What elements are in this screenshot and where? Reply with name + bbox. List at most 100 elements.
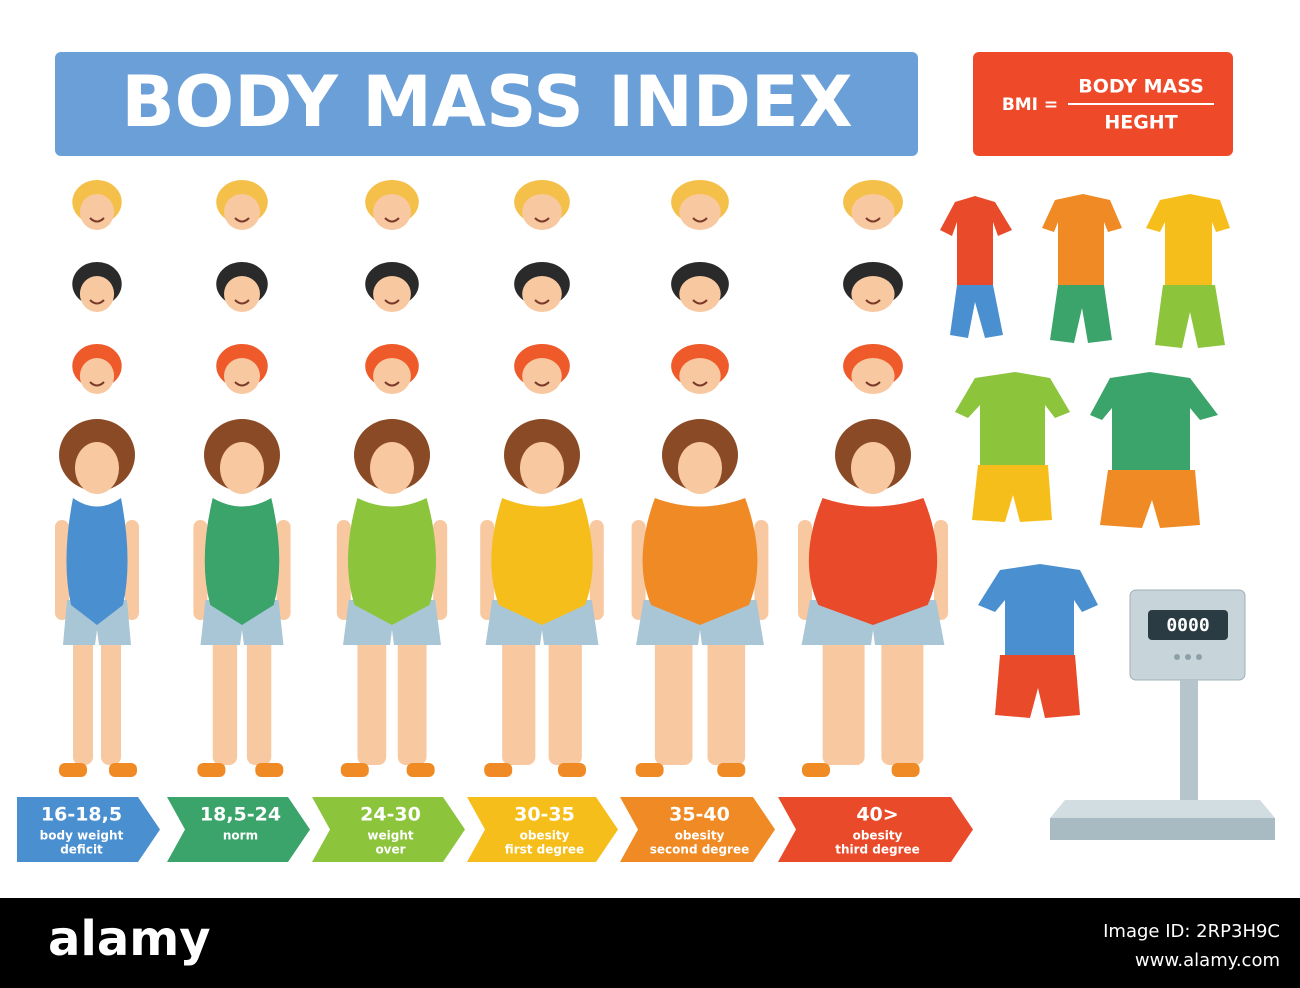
head-face bbox=[851, 276, 895, 312]
arm-right bbox=[934, 520, 948, 620]
clothes bbox=[940, 194, 1230, 718]
title-box bbox=[55, 52, 918, 156]
head-smile bbox=[89, 381, 105, 387]
head-smile bbox=[384, 299, 400, 305]
arm-right bbox=[276, 520, 291, 620]
leg-right bbox=[101, 620, 121, 765]
head-smile bbox=[534, 381, 550, 387]
formula-numerator: BODY MASS bbox=[1078, 76, 1204, 98]
arrow-label: body weight bbox=[40, 829, 124, 843]
arrow bbox=[312, 797, 465, 862]
arrow-label: over bbox=[375, 843, 405, 857]
formula-denominator: HEGHT bbox=[1104, 112, 1177, 134]
head-smile bbox=[384, 381, 400, 387]
head-smile bbox=[865, 217, 881, 223]
arm-left bbox=[798, 520, 812, 620]
leg-left bbox=[73, 620, 93, 765]
arrow-range: 40> bbox=[856, 804, 898, 826]
body-face bbox=[678, 442, 722, 494]
arrow-range: 16-18,5 bbox=[41, 804, 122, 826]
arrow bbox=[467, 797, 618, 862]
body-face bbox=[75, 442, 119, 494]
arrow-label: obesity bbox=[675, 829, 725, 843]
shoe-right bbox=[255, 763, 284, 777]
head-smile bbox=[865, 299, 881, 305]
leg-right bbox=[881, 620, 924, 765]
arm-left bbox=[193, 520, 208, 620]
head-smile bbox=[692, 381, 708, 387]
leotard bbox=[348, 498, 436, 625]
arm-right bbox=[589, 520, 604, 620]
head-face bbox=[224, 276, 260, 312]
body-face bbox=[520, 442, 564, 494]
footer-url: www.alamy.com bbox=[1135, 950, 1280, 971]
head-face bbox=[224, 358, 260, 394]
head-face bbox=[679, 276, 721, 312]
leg-left bbox=[654, 620, 693, 765]
footer-brand: alamy bbox=[48, 911, 211, 967]
leotard bbox=[204, 498, 280, 625]
head-face bbox=[522, 276, 562, 312]
head-face bbox=[851, 194, 895, 230]
head-face bbox=[522, 194, 562, 230]
shoe-left bbox=[635, 763, 664, 777]
head-face bbox=[373, 276, 411, 312]
arrow-label: obesity bbox=[520, 829, 570, 843]
scale-display: 0000 bbox=[1166, 615, 1209, 636]
arm-right bbox=[754, 520, 769, 620]
leg-right bbox=[707, 620, 746, 765]
arm-right bbox=[125, 520, 139, 620]
leg-left bbox=[822, 620, 865, 765]
body-face bbox=[220, 442, 264, 494]
head-smile bbox=[89, 217, 105, 223]
shoe-right bbox=[109, 763, 137, 777]
arrow-range: 35-40 bbox=[669, 804, 730, 826]
head-smile bbox=[89, 299, 105, 305]
arrow-label: weight bbox=[367, 829, 413, 843]
head-smile bbox=[384, 217, 400, 223]
head-face bbox=[373, 194, 411, 230]
leotard bbox=[808, 498, 938, 625]
head-smile bbox=[234, 217, 250, 223]
leg-right bbox=[397, 620, 427, 765]
head-smile bbox=[692, 217, 708, 223]
arrow-range: 24-30 bbox=[360, 804, 421, 826]
shoe-left bbox=[340, 763, 369, 777]
scale: 0000 bbox=[1050, 589, 1275, 840]
shoe-right bbox=[891, 763, 920, 777]
arm-right bbox=[433, 520, 448, 620]
head-face bbox=[851, 358, 895, 394]
title: BODY MASS INDEX bbox=[121, 61, 852, 143]
shoe-right bbox=[406, 763, 435, 777]
formula-lhs: BMI = bbox=[1002, 95, 1058, 115]
footer-image-id: Image ID: 2RP3H9C bbox=[1103, 921, 1280, 942]
leg-left bbox=[502, 620, 536, 765]
head-face bbox=[679, 358, 721, 394]
leotard bbox=[491, 498, 593, 625]
body-face bbox=[370, 442, 414, 494]
arm-left bbox=[336, 520, 351, 620]
shoe-left bbox=[484, 763, 513, 777]
head-face bbox=[679, 194, 721, 230]
arm-left bbox=[631, 520, 646, 620]
arrow-label: norm bbox=[223, 829, 258, 843]
head-face bbox=[79, 194, 115, 230]
arrow bbox=[167, 797, 310, 862]
shoe-left bbox=[802, 763, 830, 777]
arrow bbox=[17, 797, 160, 862]
arm-left bbox=[55, 520, 69, 620]
arrow-label: deficit bbox=[60, 843, 103, 857]
head-smile bbox=[534, 217, 550, 223]
arrow-label: third degree bbox=[835, 843, 920, 857]
arrow bbox=[778, 797, 973, 862]
arrow bbox=[620, 797, 775, 862]
head-smile bbox=[865, 381, 881, 387]
head-smile bbox=[234, 381, 250, 387]
head-smile bbox=[234, 299, 250, 305]
arm-left bbox=[480, 520, 495, 620]
head-face bbox=[79, 358, 115, 394]
shoe-left bbox=[197, 763, 226, 777]
leotard bbox=[642, 498, 758, 625]
